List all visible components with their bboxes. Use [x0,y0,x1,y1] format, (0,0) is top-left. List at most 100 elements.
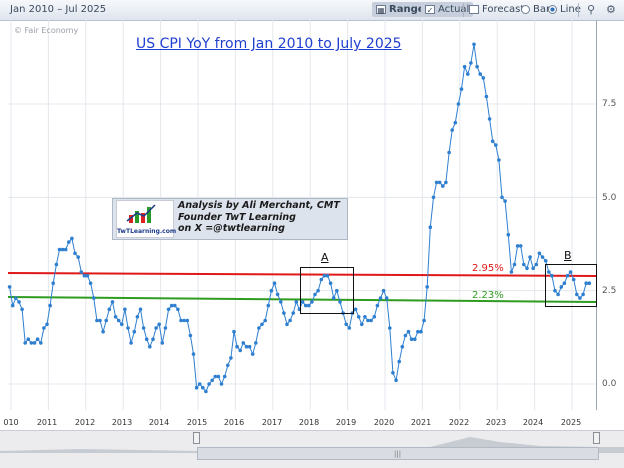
cpi-data-point [79,270,84,274]
cpi-data-point [197,382,202,386]
cpi-data-point [154,326,158,330]
cpi-data-point [578,296,582,300]
cpi-data-point [581,292,585,297]
cpi-data-point [279,300,283,304]
cpi-data-point [160,341,165,345]
x-tick-label: 2016 [223,418,245,427]
cpi-data-point [191,352,196,356]
cpi-data-point [310,300,314,304]
cpi-data-point [347,326,352,330]
cpi-data-point [307,303,311,308]
cpi-data-point [17,300,21,304]
cpi-data-point [157,322,161,327]
cpi-data-point [528,255,532,259]
cpi-data-point [319,277,324,282]
line-radio[interactable]: Line [544,2,585,17]
settings-icon[interactable]: ⚙ [606,3,616,16]
twt-logo: TwTLearning.com [116,200,177,238]
cpi-data-point [282,311,286,315]
cpi-data-point [363,315,367,319]
cpi-data-point [494,143,498,147]
logo-text: TwTLearning.com [117,228,177,235]
x-tick-label: 2023 [485,418,507,427]
green-line-label: 2.23% [472,290,504,301]
cpi-data-point [70,236,74,241]
x-tick-label: 2011 [36,418,58,427]
cpi-data-point [547,270,551,274]
navigator-right-handle[interactable] [593,432,600,444]
cpi-data-point [481,76,486,80]
cpi-data-point [466,72,470,76]
bar-radio[interactable]: Bar [517,2,554,17]
cpi-data-point [400,344,405,349]
cpi-data-point [294,300,299,304]
navigator-scrollbar[interactable]: ||| [197,447,599,460]
cpi-data-point [110,300,115,304]
cpi-data-point [291,311,296,315]
cpi-data-point [173,303,177,308]
cpi-data-point [244,344,249,349]
cpi-data-point [216,374,221,379]
search-icon[interactable]: ⚲ [587,3,596,16]
cpi-data-point [85,273,90,278]
annotation-line-3: on X =@twtlearning [178,223,285,234]
cpi-data-point [88,281,93,286]
x-tick-label: 2014 [148,418,170,427]
cpi-data-point [35,337,40,342]
cpi-data-point [543,259,548,263]
red-reference-line [7,272,597,277]
bar-label: Bar [533,4,551,15]
cpi-data-point [120,322,124,327]
cpi-data-point [113,315,118,319]
range-button[interactable]: ▦ Range [372,2,429,17]
checkbox-icon: ✓ [425,5,435,15]
cpi-data-point [568,270,573,274]
cpi-data-point [338,300,342,304]
cpi-data-point [565,273,570,278]
cpi-data-point [335,288,339,293]
cpi-data-point [185,318,190,323]
cpi-data-point [32,341,37,345]
cpi-data-point [257,326,261,330]
cpi-data-point [459,87,464,91]
actual-toggle[interactable]: ✓ Actual [421,2,474,17]
cpi-data-point [472,42,476,47]
cpi-data-point [275,292,280,297]
cpi-data-point [313,292,317,297]
cpi-data-point [316,288,320,293]
x-tick-label: 2019 [335,418,357,427]
range-icon: ▦ [376,5,386,15]
cpi-data-point [531,266,535,271]
cpi-data-point [437,180,442,185]
x-tick-label: 2013 [111,418,133,427]
cpi-data-point [126,326,130,330]
cpi-data-point [512,262,517,267]
red-line-label: 2.95% [472,263,504,274]
x-tick-label: 2012 [74,418,96,427]
cpi-data-point [300,300,305,304]
cpi-data-point [148,344,152,349]
cpi-data-point [207,382,211,386]
x-tick-label: 2020 [373,418,395,427]
forecast-toggle[interactable]: Forecast [465,2,528,17]
cpi-data-point [232,329,236,334]
cpi-data-point [54,262,59,267]
cpi-data-point [587,281,592,286]
y-tick-label: 7.5 [602,99,617,109]
cpi-data-point [413,337,417,342]
toolbar-divider [578,3,579,17]
cpi-data-point [556,292,560,297]
cpi-data-point [250,352,255,356]
cpi-data-point [550,273,554,278]
cpi-data-point [559,285,564,289]
x-tick-label: 010 [3,418,19,427]
navigator-left-handle[interactable] [193,432,200,444]
cpi-data-point [500,195,504,200]
cpi-data-point [7,285,12,289]
cpi-data-point [325,273,330,278]
forecast-label: Forecast [482,4,525,15]
cpi-data-point [116,318,121,323]
source-label: © Fair Economy [14,26,79,35]
cpi-data-point [26,337,31,342]
cpi-data-point [57,247,62,252]
